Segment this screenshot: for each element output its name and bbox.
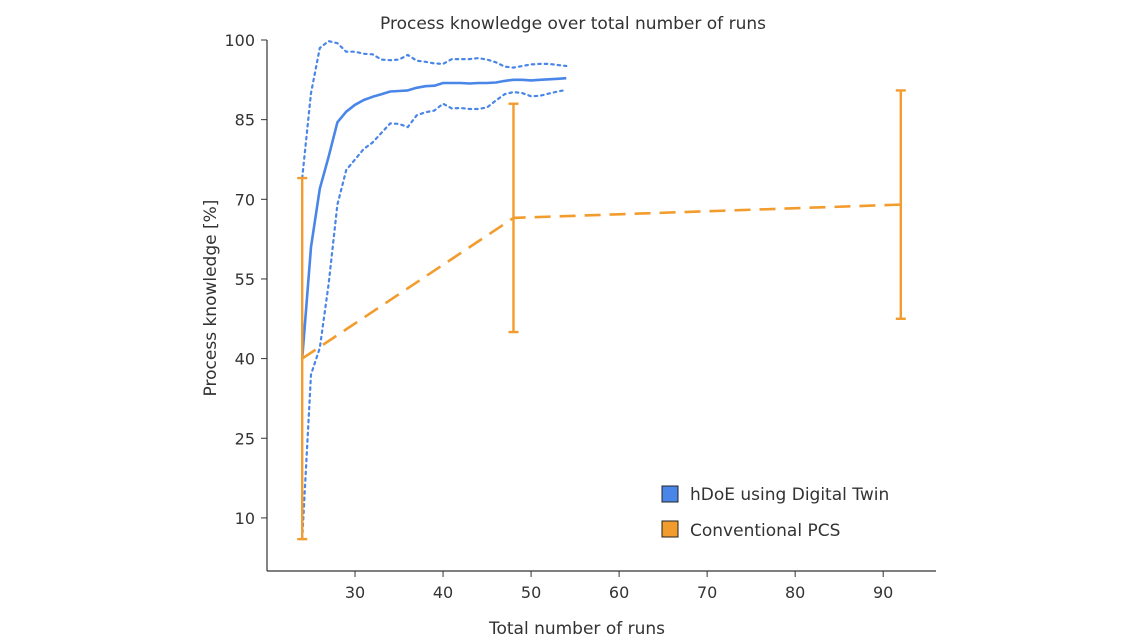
y-tick-label: 25 — [235, 429, 255, 448]
x-axis-title: Total number of runs — [488, 619, 665, 639]
hdoe-lower-bound-line — [301, 88, 568, 541]
y-tick-label: 55 — [235, 270, 255, 289]
y-tick-label: 40 — [235, 350, 255, 369]
legend-label-hdoe: hDoE using Digital Twin — [690, 485, 889, 505]
legend-swatch-pcs — [661, 520, 679, 538]
x-tick-label: 90 — [873, 583, 893, 602]
y-tick-label: 10 — [235, 509, 255, 528]
x-tick-label: 70 — [697, 583, 717, 602]
y-tick-label: 85 — [235, 111, 255, 130]
legend-swatch-hdoe — [661, 485, 679, 503]
legend: hDoE using Digital Twin Conventional PCS — [661, 485, 889, 541]
y-tick-label: 100 — [224, 31, 255, 50]
hdoe-mean-line — [300, 76, 567, 359]
hdoe-upper-bound-line — [301, 39, 568, 180]
series-layer — [297, 39, 906, 541]
pcs-mean-line — [301, 203, 901, 360]
x-tick-label: 60 — [609, 583, 629, 602]
x-tick-label: 50 — [521, 583, 541, 602]
x-tick-label: 40 — [433, 583, 453, 602]
x-tick-label: 80 — [785, 583, 805, 602]
chart-title: Process knowledge over total number of r… — [380, 14, 766, 34]
tick-group: 30 40 50 60 70 80 90 10 25 40 55 70 85 100 — [224, 31, 893, 602]
axes — [266, 40, 936, 572]
y-tick-label: 70 — [235, 190, 255, 209]
y-axis-title: Process knowledge [%] — [201, 200, 221, 397]
legend-label-pcs: Conventional PCS — [690, 521, 840, 541]
x-tick-label: 30 — [345, 583, 365, 602]
